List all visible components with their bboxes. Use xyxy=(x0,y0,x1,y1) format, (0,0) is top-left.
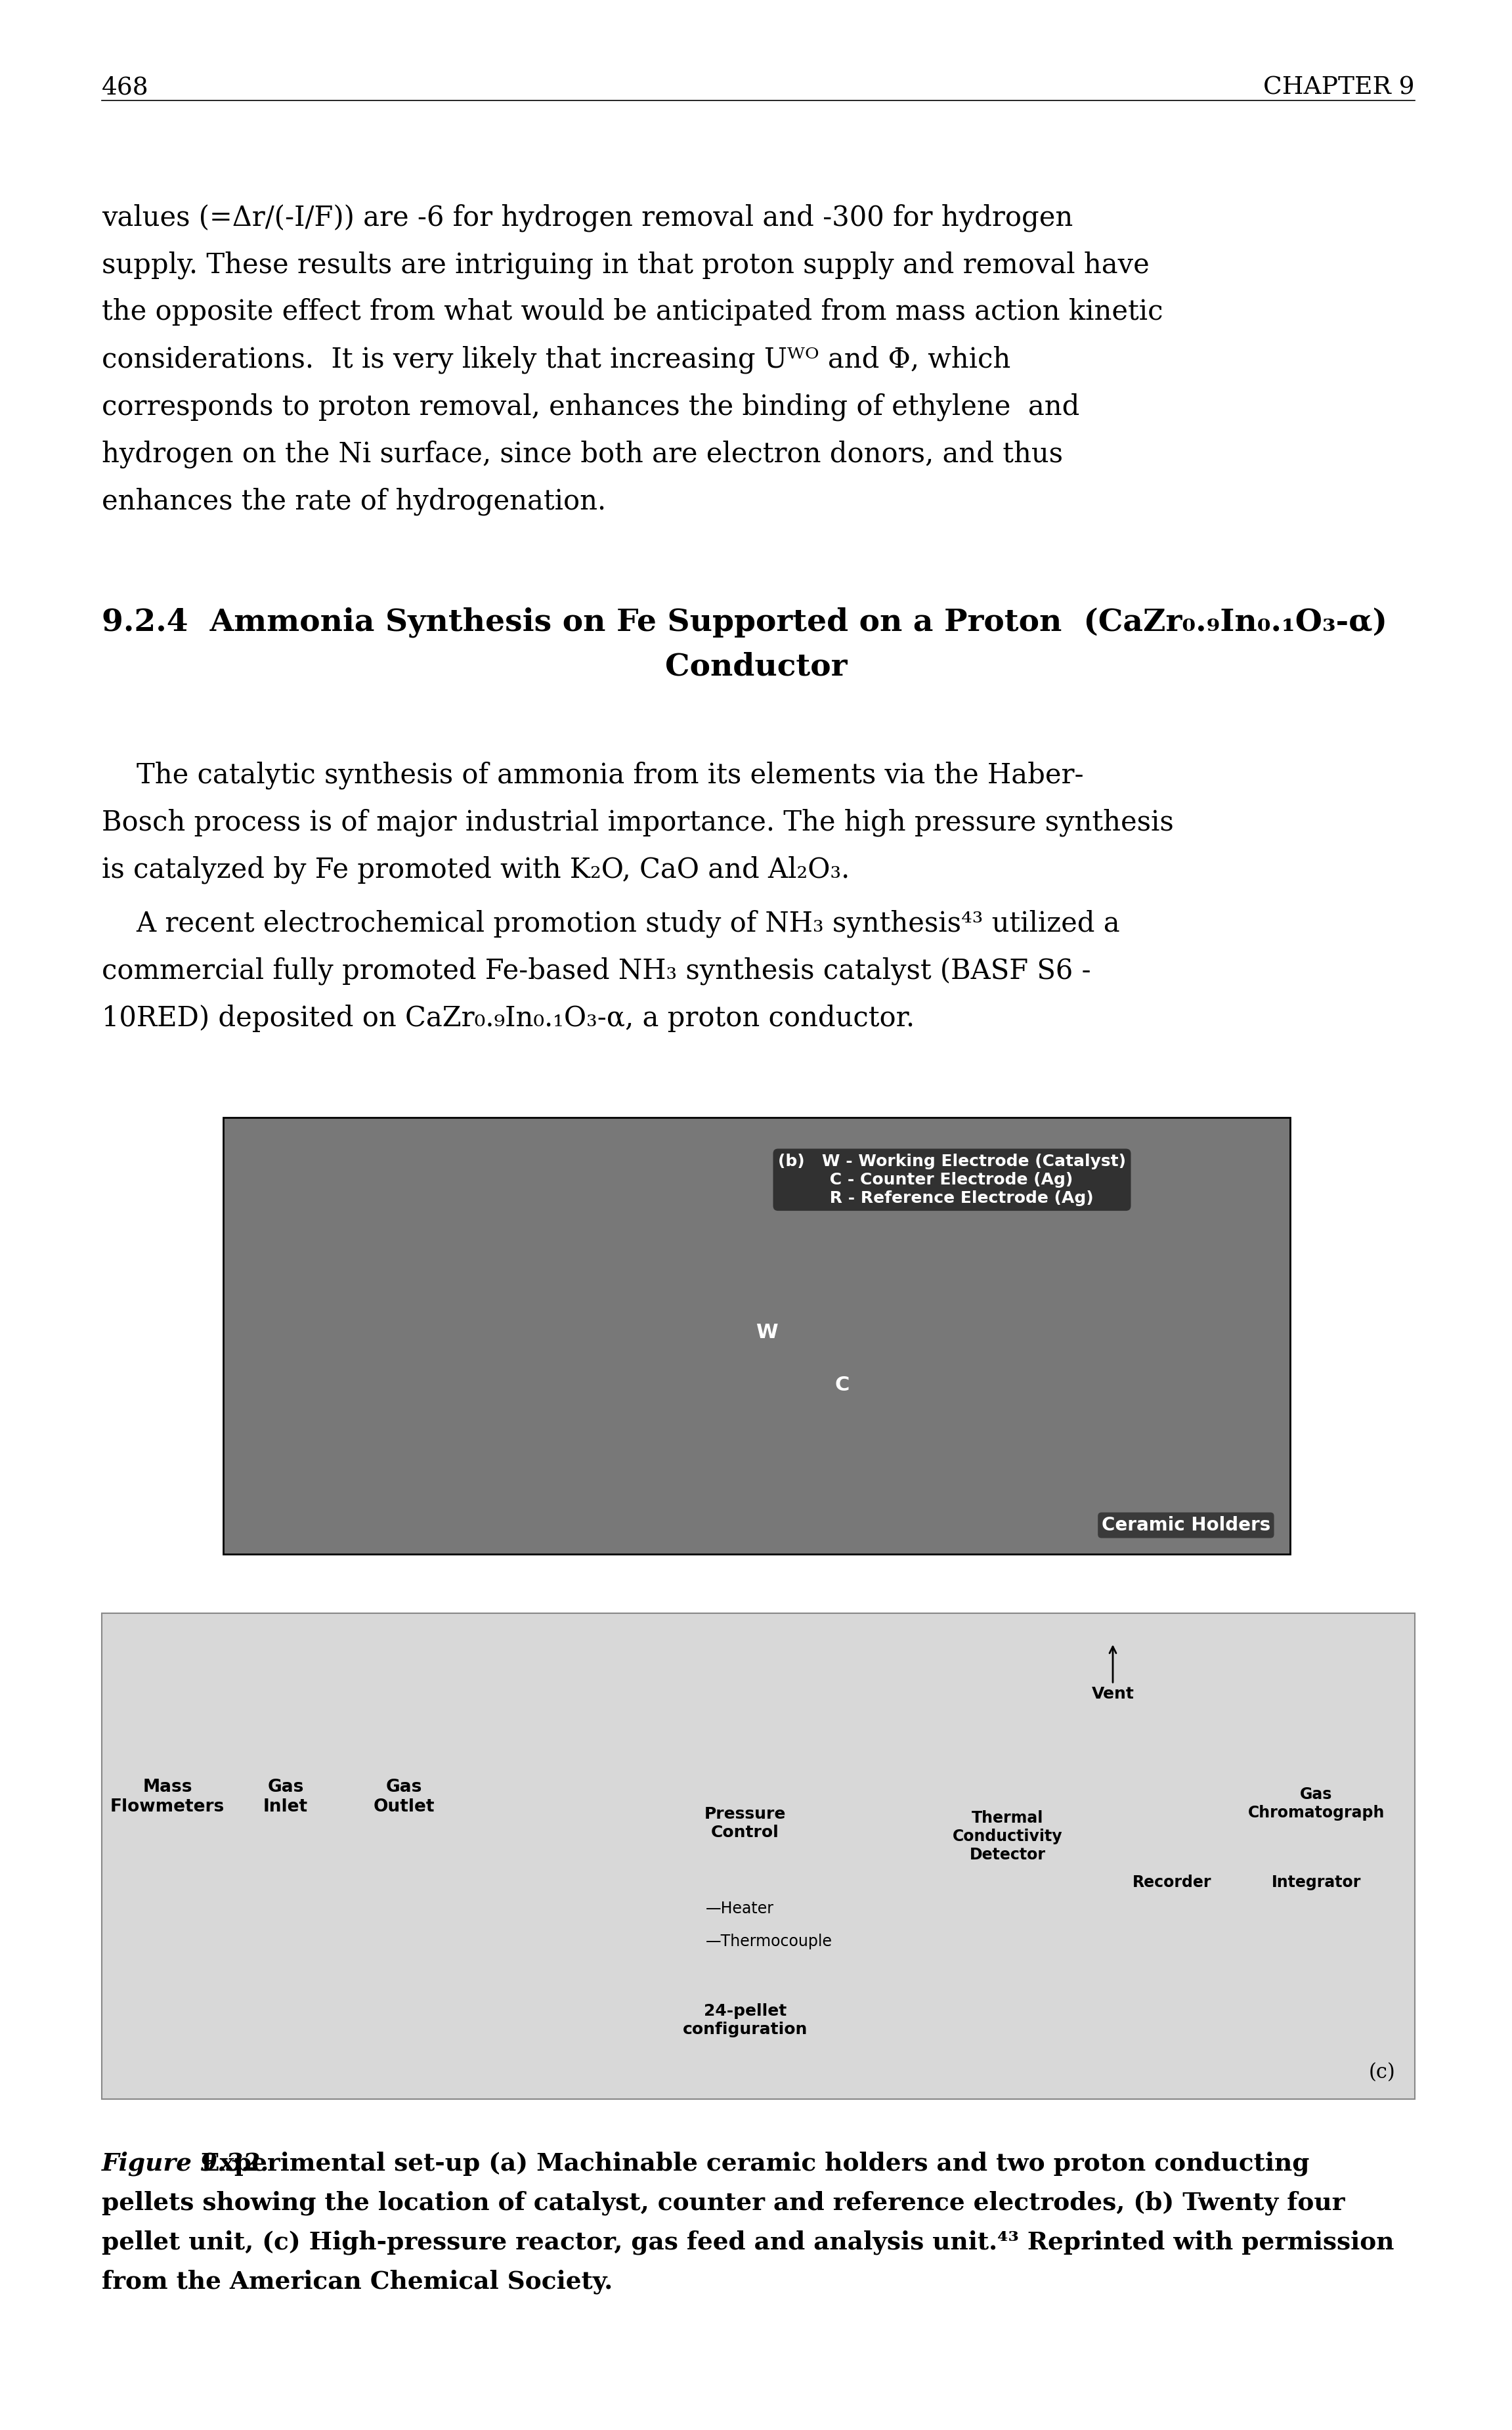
Text: corresponds to proton removal, enhances the binding of ethylene  and: corresponds to proton removal, enhances … xyxy=(101,394,1080,420)
Text: 10RED) deposited on CaZr₀.₉In₀.₁O₃-α, a proton conductor.: 10RED) deposited on CaZr₀.₉In₀.₁O₃-α, a … xyxy=(101,1004,915,1033)
Text: Recorder: Recorder xyxy=(1132,1874,1211,1891)
Text: is catalyzed by Fe promoted with K₂O, CaO and Al₂O₃.: is catalyzed by Fe promoted with K₂O, Ca… xyxy=(101,855,850,885)
Text: 24-pellet
configuration: 24-pellet configuration xyxy=(683,2002,807,2036)
Text: enhances the rate of hydrogenation.: enhances the rate of hydrogenation. xyxy=(101,486,606,515)
Text: (c): (c) xyxy=(1368,2063,1396,2083)
Text: Experimental set-up (a) Machinable ceramic holders and two proton conducting: Experimental set-up (a) Machinable ceram… xyxy=(184,2151,1309,2177)
Text: supply. These results are intriguing in that proton supply and removal have: supply. These results are intriguing in … xyxy=(101,250,1149,279)
Text: the opposite effect from what would be anticipated from mass action kinetic: the opposite effect from what would be a… xyxy=(101,299,1163,326)
Text: (b)   W - Working Electrode (Catalyst)
         C - Counter Electrode (Ag)
     : (b) W - Working Electrode (Catalyst) C -… xyxy=(779,1154,1126,1205)
Text: Vent: Vent xyxy=(1092,1648,1134,1701)
Text: commercial fully promoted Fe-based NH₃ synthesis catalyst (BASF S6 -: commercial fully promoted Fe-based NH₃ s… xyxy=(101,957,1092,984)
Text: A recent electrochemical promotion study of NH₃ synthesis⁴³ utilized a: A recent electrochemical promotion study… xyxy=(101,909,1120,938)
Text: Thermal
Conductivity
Detector: Thermal Conductivity Detector xyxy=(953,1810,1063,1861)
Bar xyxy=(101,1614,1415,2100)
Text: Pressure
Control: Pressure Control xyxy=(705,1805,786,1840)
Text: —Thermocouple: —Thermocouple xyxy=(706,1934,833,1949)
Text: C: C xyxy=(835,1375,850,1395)
Text: Ceramic Holders: Ceramic Holders xyxy=(1102,1516,1270,1533)
Text: from the American Chemical Society.: from the American Chemical Society. xyxy=(101,2270,612,2294)
Text: 9.2.4  Ammonia Synthesis on Fe Supported on a Proton  (CaZr₀.₉In₀.₁O₃-α): 9.2.4 Ammonia Synthesis on Fe Supported … xyxy=(101,608,1387,637)
Text: The catalytic synthesis of ammonia from its elements via the Haber-: The catalytic synthesis of ammonia from … xyxy=(101,761,1084,790)
Text: hydrogen on the Ni surface, since both are electron donors, and thus: hydrogen on the Ni surface, since both a… xyxy=(101,440,1063,469)
Text: Gas
Chromatograph: Gas Chromatograph xyxy=(1247,1786,1385,1820)
Text: pellets showing the location of catalyst, counter and reference electrodes, (b) : pellets showing the location of catalyst… xyxy=(101,2192,1344,2216)
Text: CHAPTER 9: CHAPTER 9 xyxy=(1264,75,1415,100)
Text: 468: 468 xyxy=(101,75,148,100)
Text: considerations.  It is very likely that increasing Uᵂᴼ and Φ, which: considerations. It is very likely that i… xyxy=(101,345,1010,374)
Text: Integrator: Integrator xyxy=(1272,1874,1361,1891)
Text: Figure 9.32.: Figure 9.32. xyxy=(101,2151,269,2177)
Bar xyxy=(224,1118,1290,1555)
Text: Conductor: Conductor xyxy=(665,651,847,680)
Text: Mass
Flowmeters: Mass Flowmeters xyxy=(110,1779,225,1815)
Text: pellet unit, (c) High-pressure reactor, gas feed and analysis unit.⁴³ Reprinted : pellet unit, (c) High-pressure reactor, … xyxy=(101,2231,1394,2255)
Text: Gas
Inlet: Gas Inlet xyxy=(263,1779,308,1815)
Text: values (=Δr/(-I/F)) are -6 for hydrogen removal and -300 for hydrogen: values (=Δr/(-I/F)) are -6 for hydrogen … xyxy=(101,204,1074,231)
Text: W: W xyxy=(756,1322,777,1341)
Text: Gas
Outlet: Gas Outlet xyxy=(373,1779,434,1815)
Text: Bosch process is of major industrial importance. The high pressure synthesis: Bosch process is of major industrial imp… xyxy=(101,809,1173,836)
Text: —Heater: —Heater xyxy=(706,1900,774,1917)
